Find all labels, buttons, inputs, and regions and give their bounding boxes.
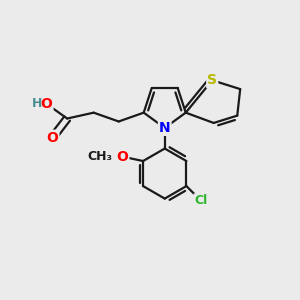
Text: N: N [159,121,170,135]
Text: O: O [40,97,52,111]
Text: S: S [207,73,217,87]
Text: Cl: Cl [194,194,208,207]
Text: O: O [46,131,58,145]
Text: O: O [116,150,128,164]
Text: H: H [32,97,42,110]
Text: CH₃: CH₃ [88,150,113,163]
